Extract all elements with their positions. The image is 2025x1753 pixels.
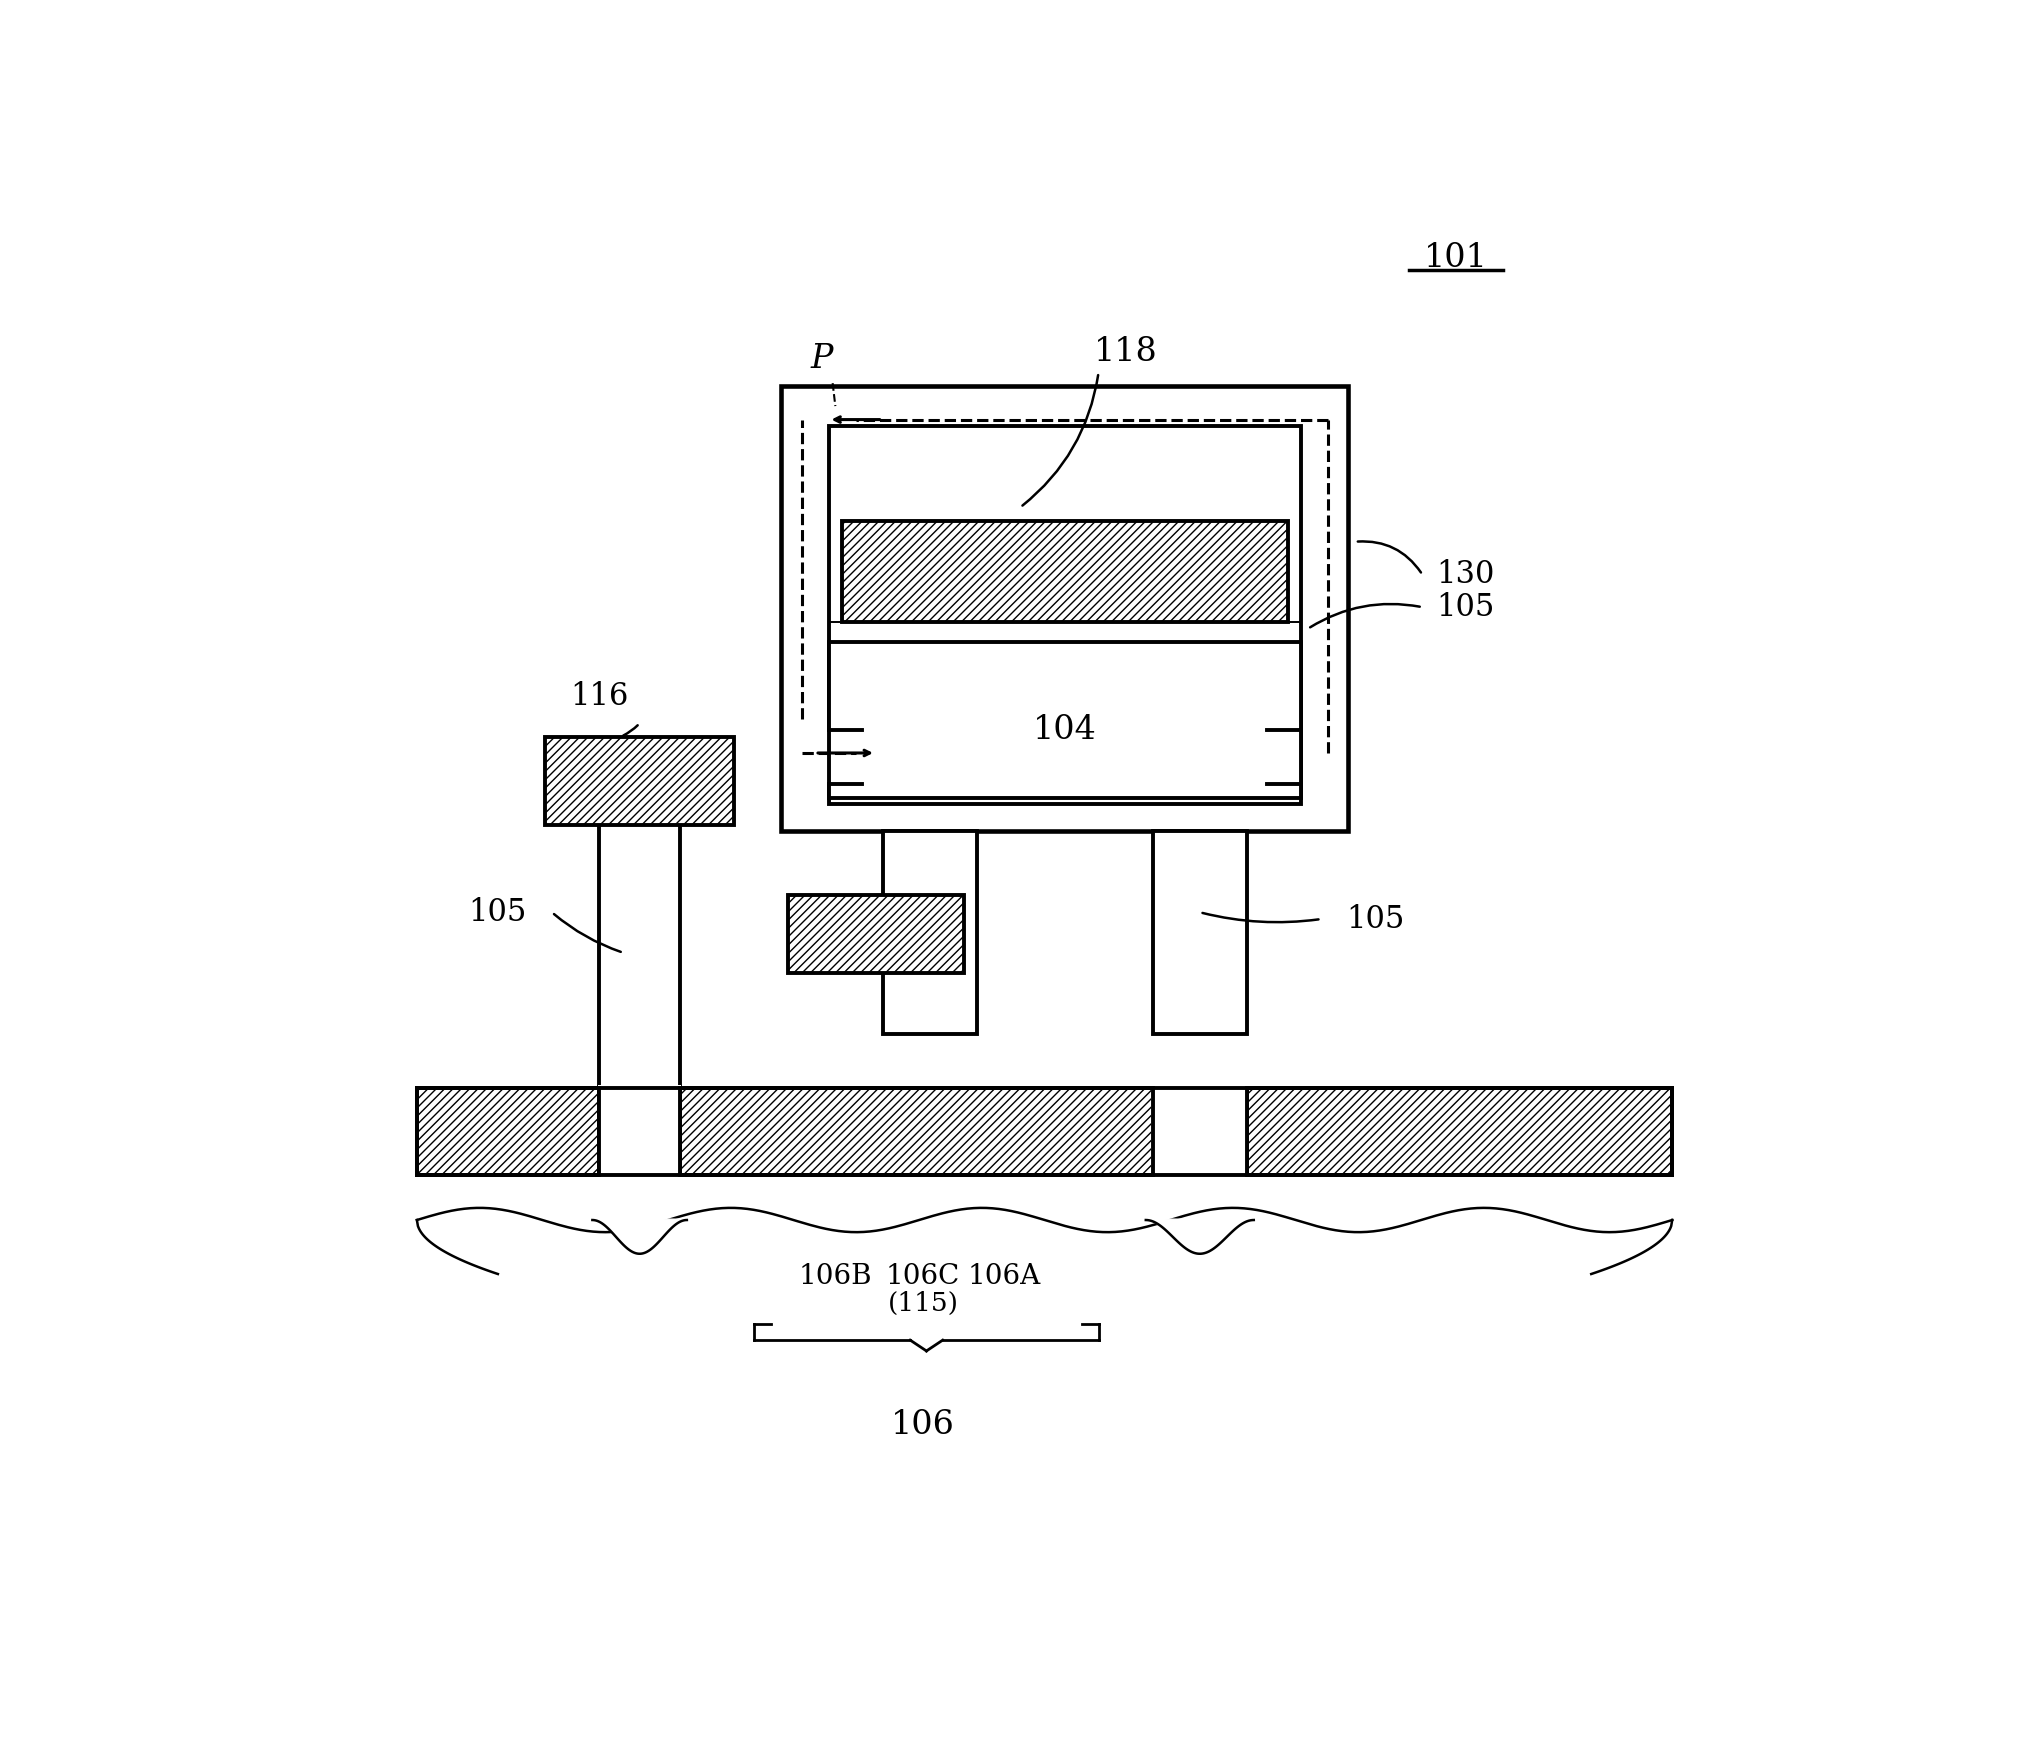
Bar [828,426,1300,805]
Text: 105: 105 [1436,593,1494,622]
Bar [1152,831,1247,1034]
Bar [883,831,978,1034]
Text: 104: 104 [1033,713,1098,747]
Bar [828,642,1300,798]
Text: 106A: 106A [968,1264,1041,1290]
Text: P: P [810,344,832,375]
Text: 106B: 106B [798,1264,873,1290]
Bar [828,729,863,784]
Text: 105: 105 [1347,903,1405,934]
Text: 116: 116 [569,680,628,712]
Text: 106C: 106C [887,1264,960,1290]
Bar [1247,1087,1673,1176]
Bar [1268,729,1302,784]
Text: (115): (115) [887,1292,958,1317]
Bar [599,798,680,1108]
Bar [1150,1085,1247,1178]
Bar [597,1085,682,1178]
Bar [417,1087,599,1176]
Bar [782,386,1349,831]
Text: 105: 105 [468,898,526,927]
Bar [545,736,735,824]
Text: 118: 118 [1094,337,1158,368]
Bar [842,521,1288,622]
Text: 130: 130 [1436,559,1494,591]
Bar [680,1087,1152,1176]
Text: 101: 101 [1424,242,1488,273]
Text: 106: 106 [891,1409,956,1441]
Bar [788,894,964,973]
